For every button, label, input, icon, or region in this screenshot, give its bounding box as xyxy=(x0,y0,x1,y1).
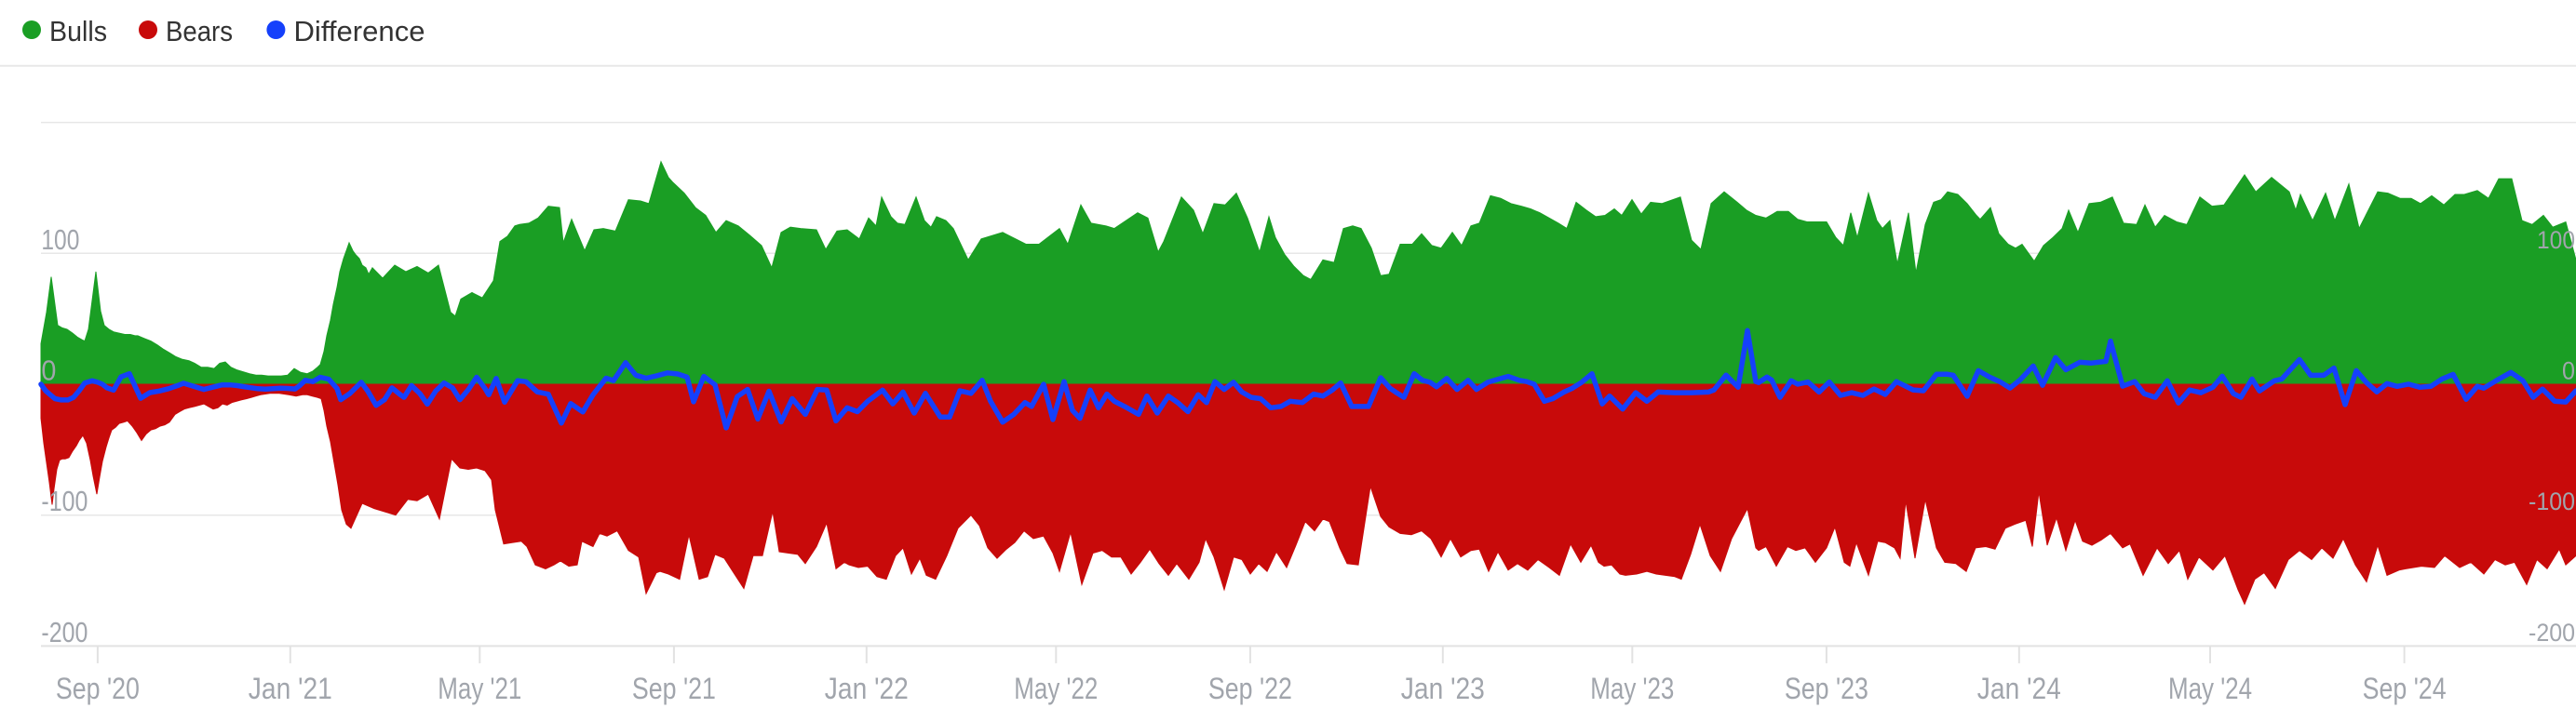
svg-text:Jan '21: Jan '21 xyxy=(249,672,332,705)
svg-text:-200: -200 xyxy=(41,616,88,648)
svg-text:-100: -100 xyxy=(41,485,88,517)
svg-text:100: 100 xyxy=(2537,226,2575,254)
svg-text:May '22: May '22 xyxy=(1014,672,1098,705)
svg-text:-200: -200 xyxy=(2529,619,2575,647)
svg-text:0: 0 xyxy=(2562,357,2575,385)
svg-text:-100: -100 xyxy=(2529,488,2575,515)
svg-text:Sep '23: Sep '23 xyxy=(1785,672,1868,705)
svg-text:Jan '23: Jan '23 xyxy=(1401,672,1485,705)
svg-text:Jan '22: Jan '22 xyxy=(825,672,909,705)
svg-text:May '23: May '23 xyxy=(1590,672,1674,705)
svg-text:May '21: May '21 xyxy=(438,672,521,705)
svg-text:Bears: Bears xyxy=(166,15,233,47)
svg-text:Sep '24: Sep '24 xyxy=(2363,672,2447,705)
svg-text:Sep '21: Sep '21 xyxy=(632,672,716,705)
svg-text:Difference: Difference xyxy=(294,15,425,47)
svg-text:May '24: May '24 xyxy=(2168,672,2252,705)
svg-text:Sep '20: Sep '20 xyxy=(56,672,140,705)
svg-text:Sep '22: Sep '22 xyxy=(1208,672,1292,705)
svg-text:Jan '24: Jan '24 xyxy=(1977,672,2061,705)
svg-text:0: 0 xyxy=(41,354,56,387)
svg-text:100: 100 xyxy=(41,223,79,256)
svg-text:Bulls: Bulls xyxy=(49,15,107,47)
